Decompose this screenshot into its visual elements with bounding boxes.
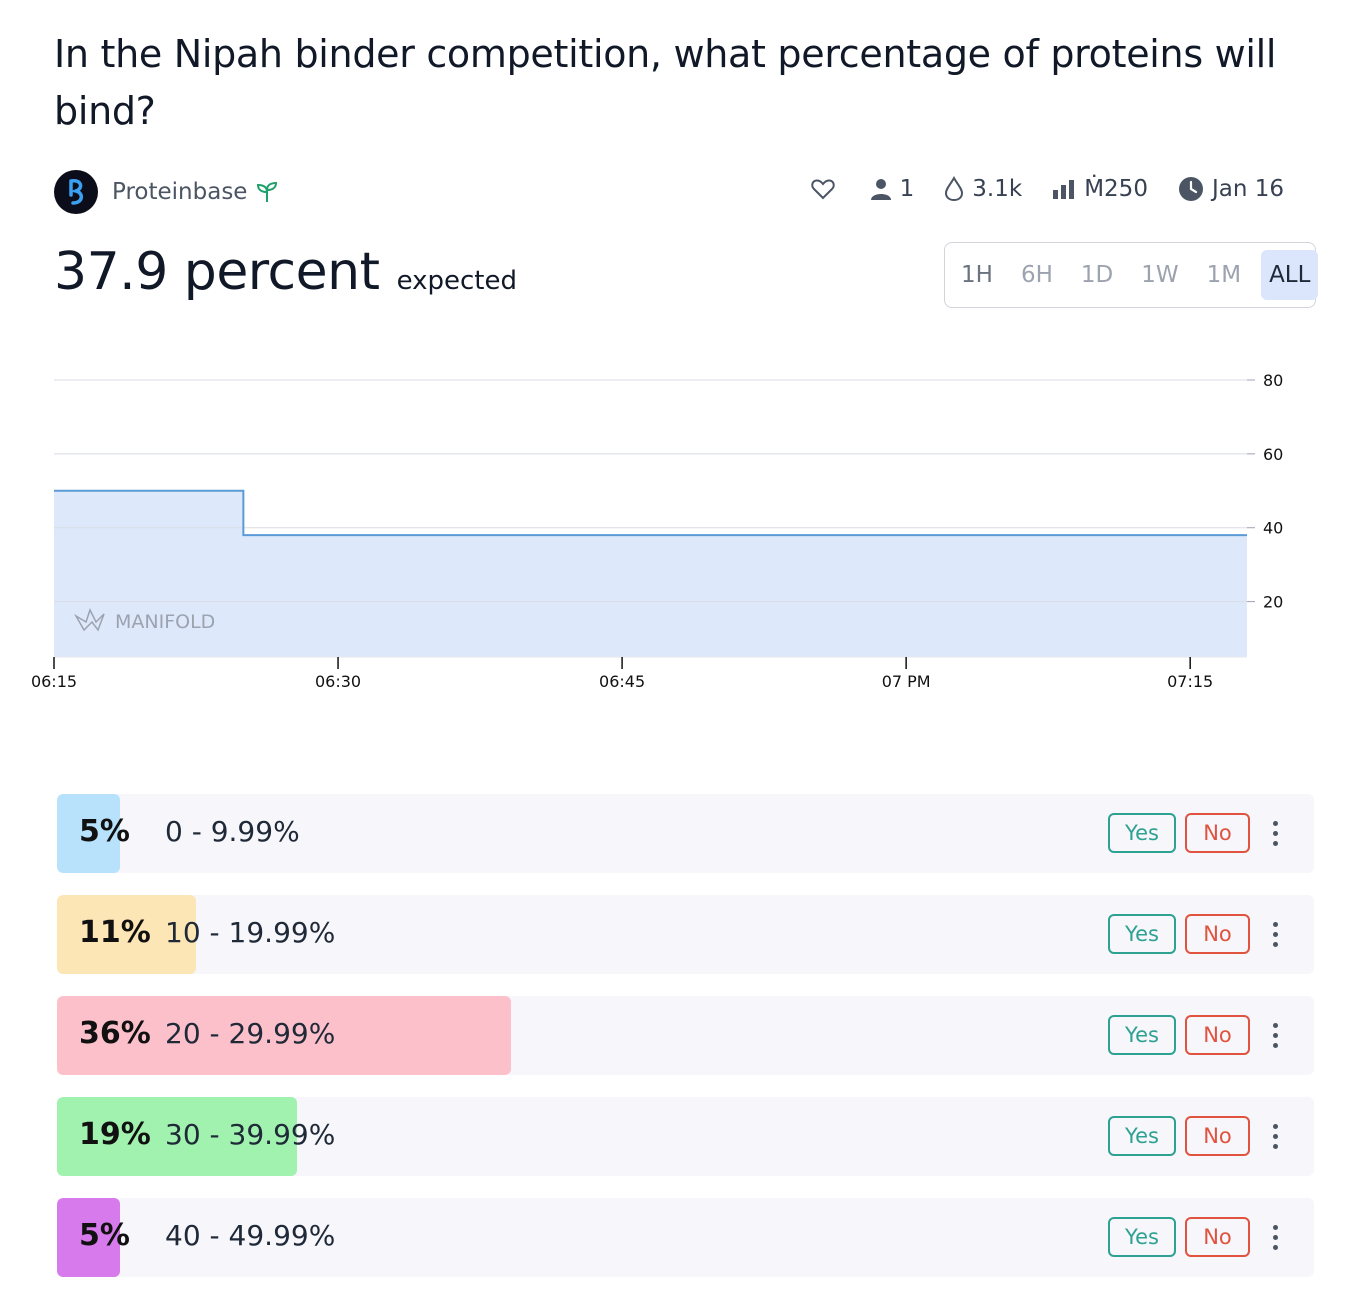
answer-row[interactable]: 36% 20 - 29.99% Yes No bbox=[57, 996, 1314, 1075]
x-tick-label: 06:45 bbox=[599, 672, 645, 691]
yes-button[interactable]: Yes bbox=[1108, 1217, 1176, 1257]
answer-label: 20 - 29.99% bbox=[165, 1017, 336, 1050]
chart-area-fill bbox=[54, 490, 1247, 657]
range-button-1d[interactable]: 1D bbox=[1080, 262, 1114, 288]
more-options-icon[interactable] bbox=[1265, 818, 1285, 850]
answer-probability: 36% bbox=[79, 1016, 151, 1051]
range-button-1w[interactable]: 1W bbox=[1141, 262, 1179, 288]
liquidity-stat[interactable]: Ṁ250 bbox=[1052, 176, 1148, 202]
range-button-1m[interactable]: 1M bbox=[1206, 262, 1242, 288]
answer-label: 0 - 9.99% bbox=[165, 815, 300, 848]
y-tick-label-80: 80 bbox=[1263, 371, 1283, 390]
bar-chart-icon bbox=[1053, 180, 1075, 199]
range-button-1h[interactable]: 1H bbox=[961, 262, 993, 288]
volume-stat[interactable]: 3.1k bbox=[944, 176, 1022, 202]
question-title: In the Nipah binder competition, what pe… bbox=[54, 32, 1277, 133]
answer-probability: 11% bbox=[79, 915, 151, 950]
price-chart[interactable]: 20 40 60 80 06:15 06:30 06:45 07 PM 07:15 MANIFOL… bbox=[0, 360, 1358, 700]
answer-row[interactable]: 5% 40 - 49.99% Yes No bbox=[57, 1198, 1314, 1277]
answer-row[interactable]: 19% 30 - 39.99% Yes No bbox=[57, 1097, 1314, 1176]
traders-count: 1 bbox=[899, 176, 915, 202]
y-tick-label-40: 40 bbox=[1263, 519, 1283, 538]
like-button[interactable] bbox=[810, 177, 836, 201]
more-options-icon[interactable] bbox=[1265, 1121, 1285, 1153]
x-tick-label: 07:15 bbox=[1167, 672, 1213, 691]
droplet-icon bbox=[945, 176, 964, 202]
answer-row[interactable]: 5% 0 - 9.99% Yes No bbox=[57, 794, 1314, 873]
yes-button[interactable]: Yes bbox=[1108, 813, 1176, 853]
no-button[interactable]: No bbox=[1185, 1217, 1250, 1257]
no-button[interactable]: No bbox=[1185, 914, 1250, 954]
no-button[interactable]: No bbox=[1185, 1116, 1250, 1156]
time-range-selector: 1H 6H 1D 1W 1M ALL bbox=[944, 242, 1319, 308]
yes-button[interactable]: Yes bbox=[1108, 1015, 1176, 1055]
probability-suffix: expected bbox=[396, 266, 517, 296]
expected-value: 37.9 percent expected bbox=[54, 242, 517, 302]
answer-probability: 5% bbox=[79, 1218, 130, 1253]
watermark-text: MANIFOLD bbox=[115, 611, 215, 633]
x-tick-label: 06:30 bbox=[315, 672, 361, 691]
range-button-6h[interactable]: 6H bbox=[1020, 262, 1053, 288]
clock-icon bbox=[1178, 177, 1203, 201]
answer-probability-bar bbox=[57, 794, 121, 873]
x-tick-label: 06:15 bbox=[31, 672, 77, 691]
answer-probability-bar bbox=[57, 1097, 297, 1176]
yes-button[interactable]: Yes bbox=[1108, 914, 1176, 954]
sprout-icon bbox=[256, 180, 278, 208]
creator-name[interactable]: Proteinbase bbox=[112, 179, 248, 205]
range-button-all[interactable]: ALL bbox=[1261, 250, 1319, 300]
no-button[interactable]: No bbox=[1185, 813, 1250, 853]
close-date-stat[interactable]: Jan 16 bbox=[1178, 176, 1284, 202]
market-meta-row: Proteinbase 1 3.1k Ṁ250 Jan 16 bbox=[54, 170, 1294, 216]
chart-series-line bbox=[54, 489, 1247, 537]
answer-label: 40 - 49.99% bbox=[165, 1219, 336, 1252]
liquidity-value: Ṁ250 bbox=[1084, 176, 1148, 202]
y-tick-label-60: 60 bbox=[1263, 445, 1283, 464]
manifold-crane-icon bbox=[73, 608, 105, 632]
more-options-icon[interactable] bbox=[1265, 1222, 1285, 1254]
volume-value: 3.1k bbox=[972, 176, 1023, 202]
answer-probability-bar bbox=[57, 895, 196, 974]
close-date: Jan 16 bbox=[1211, 176, 1284, 202]
answer-probability: 5% bbox=[79, 814, 130, 849]
no-button[interactable]: No bbox=[1185, 1015, 1250, 1055]
proteinbase-logo-icon[interactable] bbox=[54, 170, 98, 214]
yes-button[interactable]: Yes bbox=[1108, 1116, 1176, 1156]
answer-probability: 19% bbox=[79, 1117, 151, 1152]
heart-icon bbox=[810, 179, 835, 200]
answer-label: 30 - 39.99% bbox=[165, 1118, 336, 1151]
y-tick-label-20: 20 bbox=[1263, 593, 1283, 612]
traders-stat[interactable]: 1 bbox=[870, 176, 915, 202]
answer-probability-bar bbox=[57, 1198, 121, 1277]
answer-label: 10 - 19.99% bbox=[165, 916, 336, 949]
x-tick-label: 07 PM bbox=[882, 672, 931, 691]
answer-probability-bar bbox=[57, 996, 512, 1075]
more-options-icon[interactable] bbox=[1265, 919, 1285, 951]
more-options-icon[interactable] bbox=[1265, 1020, 1285, 1052]
answer-row[interactable]: 11% 10 - 19.99% Yes No bbox=[57, 895, 1314, 974]
user-icon bbox=[870, 179, 891, 200]
manifold-watermark: MANIFOLD bbox=[73, 608, 215, 633]
market-stats: 1 3.1k Ṁ250 Jan 16 bbox=[810, 176, 1284, 202]
probability-value: 37.9 percent bbox=[54, 242, 380, 302]
answers-list: 5% 0 - 9.99% Yes No 11% 10 - 19.99% Yes No 36% 20… bbox=[57, 794, 1314, 1299]
